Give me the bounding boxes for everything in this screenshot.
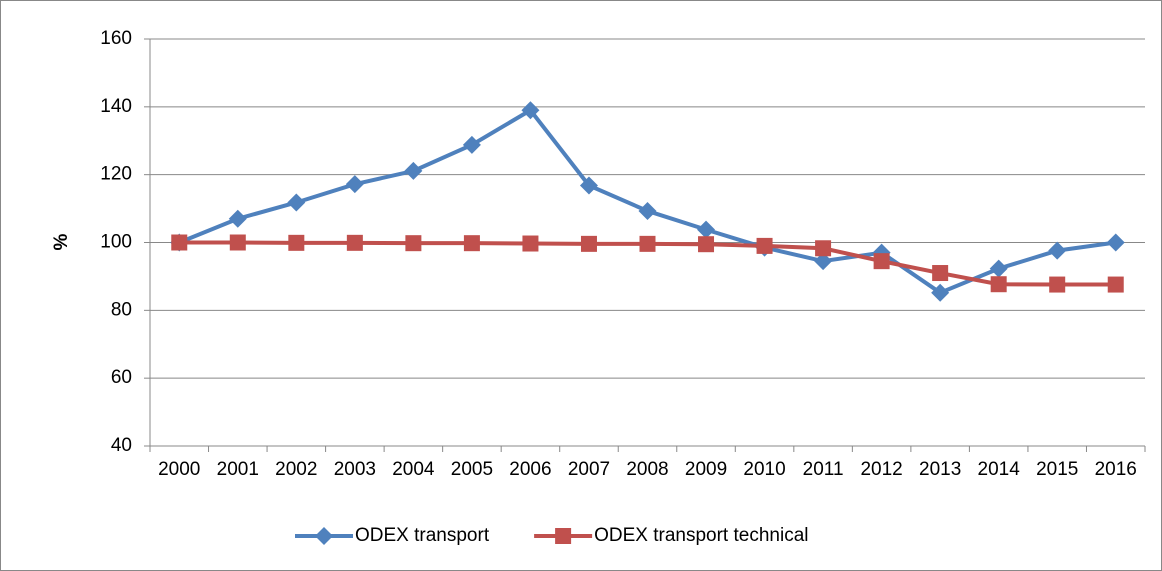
marker bbox=[756, 237, 773, 254]
marker bbox=[1048, 241, 1067, 260]
y-tick-label: 140 bbox=[100, 96, 132, 117]
x-tick-label: 2006 bbox=[509, 459, 551, 480]
marker bbox=[287, 193, 306, 212]
marker bbox=[555, 528, 572, 544]
marker bbox=[315, 527, 333, 545]
x-tick-label: 2011 bbox=[803, 459, 844, 480]
marker bbox=[815, 240, 832, 257]
x-tick-label: 2001 bbox=[217, 459, 259, 480]
marker bbox=[1106, 233, 1125, 252]
x-tick-label: 2003 bbox=[334, 459, 376, 480]
x-tick-label: 2000 bbox=[158, 459, 200, 480]
marker bbox=[990, 276, 1007, 293]
marker bbox=[171, 234, 188, 251]
marker bbox=[579, 176, 598, 195]
x-tick-label: 2008 bbox=[626, 459, 668, 480]
marker bbox=[931, 283, 950, 302]
marker bbox=[229, 234, 246, 251]
marker bbox=[873, 253, 890, 270]
y-tick-label: 60 bbox=[111, 367, 132, 388]
legend-label: ODEX transport bbox=[355, 525, 490, 546]
marker bbox=[989, 259, 1008, 278]
legend-item: ODEX transport technical bbox=[534, 525, 808, 546]
x-tick-label: 2013 bbox=[919, 459, 961, 480]
marker bbox=[1107, 276, 1124, 293]
y-tick-label: 80 bbox=[111, 299, 132, 320]
marker bbox=[1049, 276, 1066, 293]
marker bbox=[814, 252, 833, 271]
marker bbox=[932, 265, 949, 282]
marker bbox=[404, 161, 423, 180]
x-tick-label: 2002 bbox=[275, 459, 317, 480]
x-tick-label: 2015 bbox=[1036, 459, 1078, 480]
marker bbox=[462, 135, 481, 154]
marker bbox=[463, 235, 480, 252]
marker bbox=[697, 220, 716, 239]
legend-item: ODEX transport bbox=[295, 525, 490, 546]
marker bbox=[346, 234, 363, 251]
x-tick-label: 2004 bbox=[392, 459, 435, 480]
marker bbox=[638, 201, 657, 220]
marker bbox=[522, 235, 539, 252]
marker bbox=[228, 209, 247, 228]
x-tick-label: 2010 bbox=[743, 459, 785, 480]
marker bbox=[698, 236, 715, 253]
marker bbox=[580, 235, 597, 252]
y-tick-label: 40 bbox=[111, 435, 132, 456]
marker bbox=[345, 175, 364, 194]
marker bbox=[288, 234, 305, 251]
x-tick-label: 2012 bbox=[860, 459, 902, 480]
marker bbox=[405, 235, 422, 252]
legend-label: ODEX transport technical bbox=[594, 525, 808, 546]
y-tick-label: 100 bbox=[100, 232, 132, 253]
x-tick-label: 2009 bbox=[685, 459, 727, 480]
y-tick-label: 160 bbox=[100, 28, 132, 49]
marker bbox=[521, 101, 540, 120]
y-axis-label: % bbox=[51, 233, 72, 250]
marker bbox=[639, 235, 656, 252]
x-tick-label: 2007 bbox=[568, 459, 610, 480]
y-tick-label: 120 bbox=[100, 164, 132, 185]
x-tick-label: 2016 bbox=[1095, 459, 1137, 480]
x-tick-label: 2005 bbox=[451, 459, 493, 480]
x-tick-label: 2014 bbox=[978, 459, 1021, 480]
